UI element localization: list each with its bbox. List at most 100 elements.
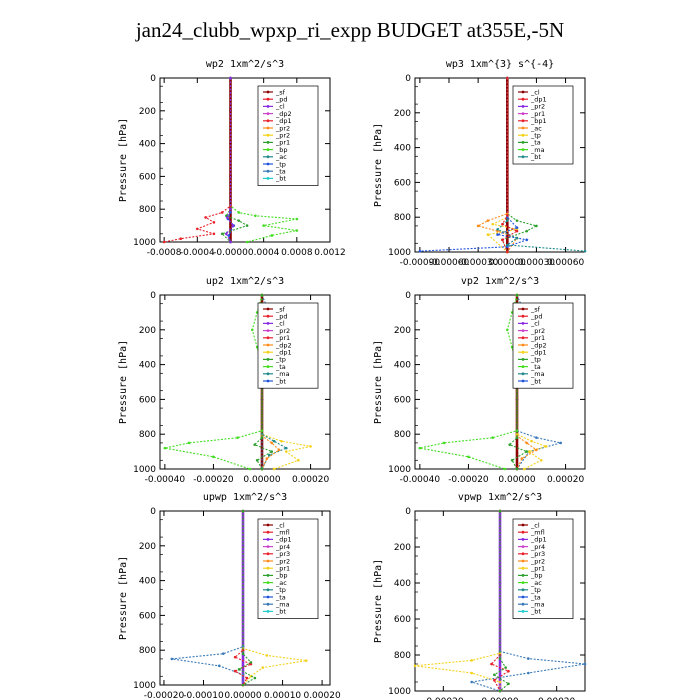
legend-marker <box>266 530 270 534</box>
y-tick-label: 0 <box>150 74 156 84</box>
legend-marker <box>266 602 270 606</box>
x-tick-label: -0.00090 <box>400 258 441 268</box>
legend-marker <box>521 545 525 548</box>
legend-label: _pr2 <box>275 557 290 565</box>
data-point <box>496 233 499 236</box>
y-tick-label: 800 <box>394 651 411 661</box>
data-point <box>527 657 530 660</box>
data-point <box>515 229 519 233</box>
data-point <box>241 614 245 617</box>
data-point <box>418 249 422 253</box>
x-tick-label: -0.00040 <box>145 475 186 485</box>
data-point <box>418 446 422 450</box>
legend-label: _ma <box>530 370 545 378</box>
legend-marker <box>521 343 525 347</box>
data-point <box>272 467 276 471</box>
data-point <box>225 216 229 219</box>
data-point <box>493 678 496 682</box>
legend-label: _pd <box>275 313 288 321</box>
legend-marker <box>266 523 270 527</box>
plot-frame <box>159 294 331 470</box>
legend-marker <box>266 379 270 383</box>
legend-marker <box>521 148 525 152</box>
data-point <box>295 217 299 221</box>
data-point <box>204 216 207 219</box>
legend-marker <box>521 314 525 318</box>
legend-label: _bt <box>530 608 541 616</box>
y-tick-label: 400 <box>139 140 156 150</box>
data-point <box>245 224 249 227</box>
legend-marker <box>521 574 525 577</box>
legend-marker <box>266 545 270 548</box>
data-point <box>270 234 274 237</box>
data-point <box>505 181 509 184</box>
legend-marker <box>521 141 525 144</box>
data-point <box>508 443 512 446</box>
x-tick-label: 0.00060 <box>547 258 584 268</box>
y-tick-label: 200 <box>394 109 411 119</box>
y-tick-label: 600 <box>139 172 156 182</box>
x-tick-label: -0.00020 <box>193 475 234 485</box>
legend-label: _bp1 <box>530 117 547 125</box>
legend-label: _bp <box>275 146 288 154</box>
x-tick-label: 0.00020 <box>303 691 340 700</box>
data-point <box>270 441 274 445</box>
data-point <box>539 459 543 462</box>
legend-label: _pr2 <box>530 327 545 335</box>
x-tick-label: -0.00020 <box>423 697 464 700</box>
data-point <box>505 214 509 217</box>
series-line-bp <box>493 511 510 692</box>
data-point <box>260 436 264 439</box>
data-point <box>515 467 519 471</box>
data-point <box>535 448 538 452</box>
data-point <box>515 293 519 297</box>
legend-label: _bt <box>530 377 541 385</box>
data-point <box>231 224 235 227</box>
y-tick-label: 600 <box>139 611 156 621</box>
legend-marker <box>521 350 525 354</box>
legend-label: _pr1 <box>275 565 290 573</box>
y-axis-label: Pressure [hPa] <box>118 340 129 424</box>
data-point <box>267 453 271 457</box>
data-point <box>261 666 265 669</box>
data-point <box>498 617 502 621</box>
legend-marker <box>266 588 270 592</box>
data-point <box>241 683 245 687</box>
data-point <box>270 450 274 453</box>
data-point <box>525 229 529 233</box>
legend-marker <box>521 523 525 527</box>
legend-marker <box>266 119 270 123</box>
legend-label: _ma <box>275 601 290 609</box>
panel-title: upwp 1xm^2/s^3 <box>203 492 287 503</box>
legend-marker <box>266 610 270 613</box>
legend-marker <box>521 559 525 563</box>
data-point <box>527 671 530 675</box>
x-tick-label: -0.0004 <box>180 248 215 258</box>
data-point <box>525 450 529 453</box>
series-line-dp1 <box>501 78 519 253</box>
legend-marker <box>521 155 525 159</box>
legend-marker <box>521 336 525 340</box>
data-point <box>501 238 504 242</box>
y-tick-label: 200 <box>394 326 411 336</box>
data-point <box>237 211 241 214</box>
y-tick-label: 0 <box>150 507 156 517</box>
legend-label: _cl <box>530 320 540 328</box>
y-axis-label: Pressure [hPa] <box>118 118 129 202</box>
data-point <box>442 441 446 445</box>
legend-label: _pr1 <box>530 334 545 342</box>
legend-marker <box>521 595 525 599</box>
data-point <box>225 232 228 236</box>
data-point <box>490 662 493 666</box>
x-tick-label: -0.00030 <box>458 258 499 268</box>
plot-frame <box>159 510 331 686</box>
series-line-dp1 <box>164 294 263 470</box>
x-tick-label: -0.00020 <box>144 691 185 700</box>
legend-label: _ac <box>275 579 287 587</box>
data-point <box>491 436 495 439</box>
legend-label: _ac <box>530 124 542 132</box>
legend-marker <box>266 358 270 361</box>
series-line-tp <box>496 78 586 252</box>
legend-marker <box>521 322 525 325</box>
legend-marker <box>266 112 270 115</box>
